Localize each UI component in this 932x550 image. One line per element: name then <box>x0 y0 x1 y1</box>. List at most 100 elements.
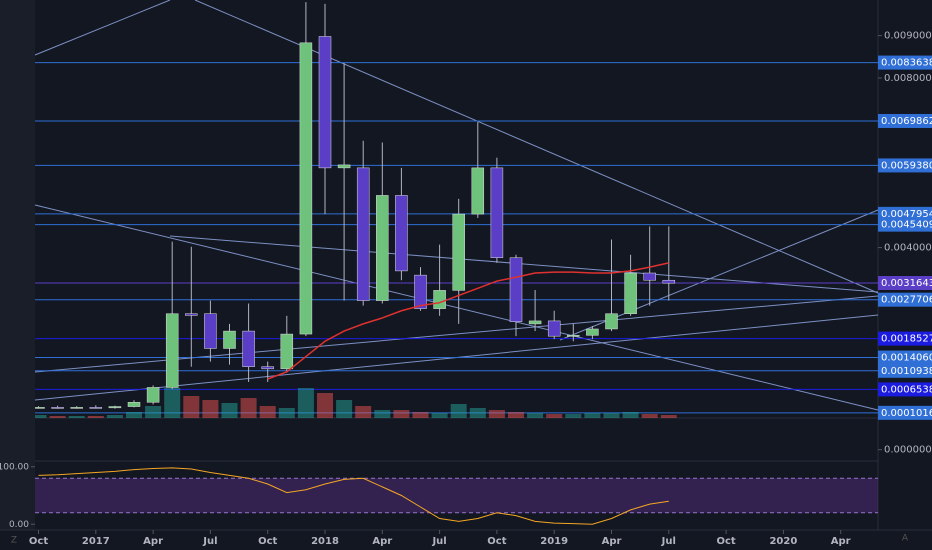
level-label-box <box>878 206 932 221</box>
candle-body <box>165 313 179 388</box>
moving-average <box>267 262 669 380</box>
level-label-box <box>878 292 932 307</box>
candle-body <box>89 407 103 409</box>
level-label: 0.00316434 <box>881 278 932 289</box>
candle-body <box>662 279 676 284</box>
candle-body <box>70 407 83 409</box>
level-label-box <box>878 276 932 291</box>
level-label: 0.00593801 <box>881 160 932 171</box>
candle-body <box>204 313 217 349</box>
volume-bar <box>622 412 639 418</box>
candle-body <box>242 330 255 367</box>
candle-body <box>223 330 236 349</box>
volume-bar <box>355 406 372 418</box>
y-tick-label: 0.00900000 <box>884 31 932 42</box>
volume-bar <box>49 416 66 418</box>
volume-bar <box>183 396 200 418</box>
volume-bar <box>488 410 505 418</box>
volume-bar <box>412 412 429 418</box>
candle-body <box>433 290 446 309</box>
candle-body <box>624 272 637 314</box>
volume-bar <box>546 414 563 418</box>
level-label: 0.00109382 <box>881 366 932 377</box>
volume-bar <box>469 408 486 418</box>
candle-body <box>395 195 408 272</box>
x-tick-label: Apr <box>143 536 163 547</box>
x-tick-label: Apr <box>602 536 622 547</box>
y-tick-label: 0.00 <box>9 520 29 530</box>
candle-body <box>51 407 64 409</box>
y-tick-label: 0.00000000 <box>884 445 932 456</box>
y-tick-label: 0.00400000 <box>884 243 932 254</box>
auto-toggle[interactable]: A <box>902 534 909 544</box>
x-tick-label: Jul <box>202 536 217 547</box>
volume-bar <box>508 412 524 418</box>
candle-body <box>376 195 389 301</box>
volume-bar <box>145 406 162 418</box>
x-tick-label: Oct <box>29 536 48 547</box>
candle-body <box>127 402 141 407</box>
x-tick-label: Apr <box>831 536 851 547</box>
volume-bar <box>450 404 467 418</box>
level-label-box <box>878 55 932 70</box>
candle-body <box>414 274 427 309</box>
level-label-box <box>878 158 932 173</box>
candle-body <box>185 313 198 316</box>
candle-body <box>528 320 542 325</box>
volume-bar <box>565 414 582 418</box>
x-tick-label: 2018 <box>311 536 339 547</box>
x-tick-label: Apr <box>372 536 392 547</box>
volume-bar <box>164 388 181 418</box>
volume-bar <box>317 393 333 418</box>
y-tick-label: 100.00 <box>0 462 29 472</box>
level-label: 0.00185278 <box>881 334 932 345</box>
candle-body <box>605 313 618 330</box>
volume-bar <box>259 406 276 418</box>
candle-body <box>567 335 580 337</box>
candle-body <box>586 328 599 336</box>
level-label: 0.00698624 <box>881 116 932 127</box>
rsi-line <box>38 467 669 525</box>
level-label-box <box>878 113 932 128</box>
x-tick-label: 2020 <box>769 536 797 547</box>
left-toolbar <box>0 0 35 530</box>
volume-bar <box>221 403 238 418</box>
volume-bar <box>584 413 601 418</box>
candle-body <box>108 406 122 409</box>
candle-body <box>261 366 274 370</box>
candle-body <box>35 407 45 409</box>
candle-body <box>643 272 656 281</box>
y-tick-label: 0.00800000 <box>884 73 932 84</box>
volume-bar <box>126 412 142 418</box>
logo: Z <box>11 536 17 546</box>
volume-bar <box>527 413 544 418</box>
x-tick-label: Jul <box>661 536 676 547</box>
rsi-band <box>35 478 878 513</box>
volume-bar <box>202 400 219 418</box>
level-label: 0.00010168 <box>881 408 932 419</box>
volume-bar <box>393 410 410 418</box>
volume-bar <box>240 398 257 418</box>
x-tick-label: 2017 <box>82 536 110 547</box>
volume-bar <box>336 400 353 418</box>
candle-body <box>490 167 504 259</box>
volume-bar <box>297 388 314 418</box>
candle-body <box>509 257 523 323</box>
volume-bar <box>278 408 295 418</box>
candle-body <box>471 167 485 215</box>
volume-bar <box>35 415 47 418</box>
level-label-box <box>878 405 932 420</box>
x-tick-label: Oct <box>487 536 506 547</box>
candle-body <box>280 333 294 370</box>
volume-bar <box>603 413 620 418</box>
level-label-box <box>878 331 932 346</box>
level-label-box <box>878 363 932 378</box>
volume-bar <box>106 415 123 418</box>
candle-body <box>146 387 160 403</box>
volume-bar <box>641 414 658 418</box>
